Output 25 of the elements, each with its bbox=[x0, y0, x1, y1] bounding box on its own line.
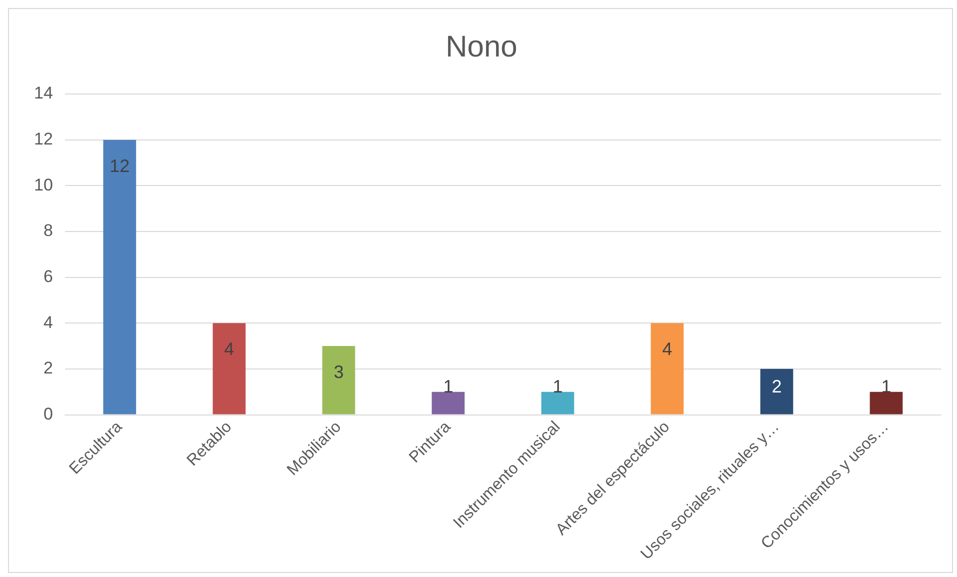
y-tick-label: 4 bbox=[43, 312, 53, 332]
data-label: 2 bbox=[772, 376, 782, 397]
bar bbox=[212, 323, 246, 414]
y-tick-label: 14 bbox=[34, 84, 53, 103]
chart-title: Nono bbox=[446, 30, 518, 64]
data-label: 3 bbox=[334, 362, 344, 382]
data-label: 4 bbox=[224, 339, 234, 360]
y-tick-label: 6 bbox=[43, 266, 53, 286]
data-label: 12 bbox=[110, 156, 130, 176]
bar bbox=[650, 323, 684, 414]
data-label: 1 bbox=[443, 376, 454, 397]
bar bbox=[541, 392, 574, 414]
bar bbox=[432, 392, 465, 414]
y-tick-label: 0 bbox=[43, 404, 53, 424]
data-label: 1 bbox=[881, 376, 892, 397]
y-tick-label: 2 bbox=[43, 358, 53, 378]
bar bbox=[322, 346, 356, 414]
data-label: 4 bbox=[662, 339, 672, 360]
y-tick-label: 12 bbox=[34, 130, 53, 149]
y-tick-label: 10 bbox=[34, 175, 53, 194]
y-tick-label: 8 bbox=[43, 221, 53, 240]
data-label: 1 bbox=[552, 376, 563, 397]
bar bbox=[103, 140, 136, 414]
bar bbox=[760, 368, 794, 414]
bar bbox=[870, 392, 903, 414]
